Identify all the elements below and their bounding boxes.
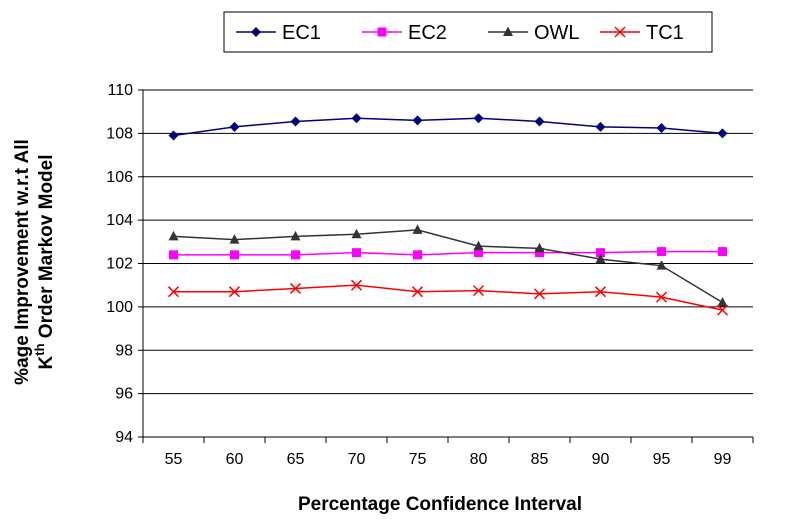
y-tick-label-102: 102	[106, 256, 133, 273]
point-owl-80	[473, 240, 484, 251]
point-ec2-70	[352, 248, 361, 258]
chart-series	[167, 113, 729, 316]
x-tick-label-85: 85	[531, 451, 549, 468]
legend-label-ec1: EC1	[282, 22, 321, 44]
point-owl-55	[168, 230, 179, 241]
point-tc1-85	[533, 288, 546, 300]
point-tc1-55	[167, 286, 180, 298]
chart-legend: EC1 EC2 OWL TC1	[223, 11, 713, 53]
series-owl	[168, 224, 728, 307]
x-tick-label-70: 70	[348, 451, 366, 468]
y-axis-tick-labels: 94 96 98 100 102 104 106 108 110	[106, 82, 133, 446]
y-tick-label-96: 96	[115, 386, 133, 403]
point-ec2-95	[657, 247, 666, 257]
legend-item-owl: OWL	[488, 22, 580, 44]
point-ec1-85	[534, 116, 545, 127]
point-ec1-70	[351, 113, 362, 124]
point-owl-60	[229, 234, 240, 244]
point-ec2-65	[291, 250, 300, 260]
y-axis-title-line-2: Kth Order Markov Model	[32, 154, 57, 369]
point-tc1-75	[411, 286, 424, 298]
series-ec1	[168, 113, 728, 141]
point-owl-65	[290, 230, 301, 241]
point-owl-75	[412, 224, 423, 234]
y-axis-title: %age Improvement w.r.t All Kth Order Mar…	[12, 139, 57, 385]
point-ec2-80	[474, 248, 483, 258]
legend-label-owl: OWL	[534, 22, 580, 44]
legend-marker-owl	[503, 26, 513, 36]
y-tick-label-104: 104	[106, 212, 133, 229]
point-ec1-65	[290, 116, 301, 127]
x-axis-title: Percentage Confidence Interval	[298, 494, 582, 515]
y-axis-title-k: K	[36, 356, 57, 370]
point-ec1-99	[717, 128, 728, 139]
point-ec1-75	[412, 115, 423, 126]
x-tick-label-65: 65	[287, 451, 305, 468]
point-ec1-60	[229, 121, 240, 132]
point-owl-90	[595, 253, 606, 264]
point-ec1-80	[473, 113, 484, 124]
x-tick-label-60: 60	[226, 451, 244, 468]
y-tick-label-98: 98	[115, 342, 133, 359]
series-line-owl	[173, 229, 723, 304]
x-tick-label-99: 99	[714, 451, 732, 468]
x-tick-label-90: 90	[592, 451, 610, 468]
legend-marker-tc1	[614, 26, 626, 38]
series-line-ec2	[173, 250, 723, 256]
point-tc1-99	[716, 304, 729, 316]
chart-axes	[142, 90, 754, 443]
point-ec2-90	[596, 248, 605, 258]
point-ec2-85	[535, 248, 544, 258]
x-tick-label-95: 95	[653, 451, 671, 468]
x-tick-label-80: 80	[470, 451, 488, 468]
point-owl-99	[717, 297, 728, 307]
point-ec1-95	[656, 122, 667, 133]
legend-item-ec2: EC2	[362, 22, 447, 44]
y-tick-label-108: 108	[106, 125, 133, 142]
legend-marker-ec2	[377, 27, 387, 37]
point-ec2-99	[718, 247, 727, 257]
legend-label-ec2: EC2	[408, 22, 447, 44]
point-ec2-75	[413, 250, 422, 260]
point-tc1-95	[655, 291, 668, 303]
y-tick-label-106: 106	[106, 169, 133, 186]
point-tc1-70	[350, 279, 363, 291]
point-owl-95	[656, 260, 667, 270]
series-ec2	[169, 247, 727, 260]
point-tc1-65	[289, 282, 302, 294]
series-line-ec1	[173, 117, 723, 137]
y-tick-label-100: 100	[106, 299, 133, 316]
point-ec1-55	[168, 130, 179, 141]
point-ec2-55	[169, 250, 178, 260]
y-tick-label-110: 110	[107, 82, 133, 99]
legend-item-ec1: EC1	[236, 22, 321, 44]
point-owl-85	[534, 242, 545, 253]
y-tick-label-94: 94	[115, 429, 133, 446]
x-axis-tick-labels: 55 60 65 70 75 80 85 90 95 99	[165, 451, 732, 468]
series-tc1	[167, 279, 729, 316]
x-tick-label-75: 75	[409, 451, 427, 468]
point-owl-70	[351, 228, 362, 239]
point-ec2-60	[230, 250, 239, 260]
legend-marker-ec1	[251, 27, 261, 37]
point-tc1-90	[594, 286, 607, 298]
x-tick-label-55: 55	[165, 451, 183, 468]
y-axis-title-line-1: %age Improvement w.r.t All	[12, 139, 33, 385]
y-axis-title-rest: Order Markov Model	[36, 154, 57, 343]
legend-label-tc1: TC1	[646, 22, 684, 44]
point-ec1-90	[595, 121, 606, 132]
y-axis-title-superscript: th	[32, 343, 47, 355]
series-line-tc1	[173, 284, 723, 311]
point-tc1-80	[472, 285, 485, 297]
legend-item-tc1: TC1	[600, 22, 684, 44]
point-tc1-60	[228, 286, 241, 298]
